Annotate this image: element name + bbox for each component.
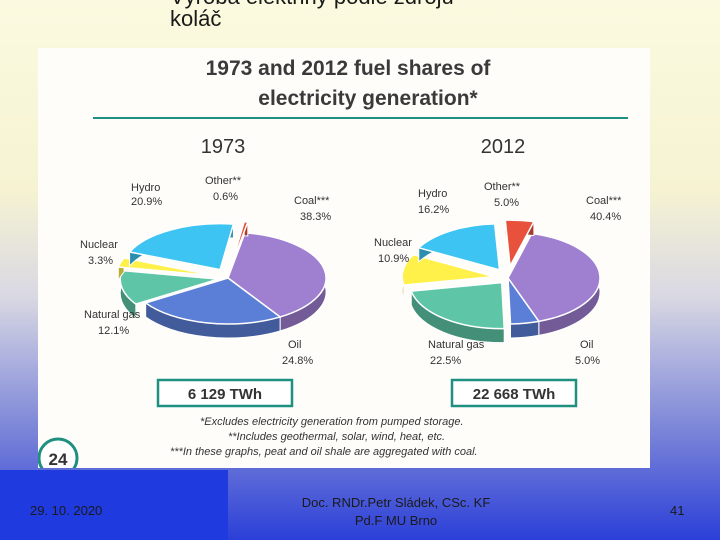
value-other-1973: 0.6% <box>213 191 238 203</box>
footer-panel <box>0 470 228 540</box>
pie-slice-naturalgas-2012 <box>410 281 506 330</box>
label-other-1973: Other** <box>205 175 242 187</box>
label-gas-2012: Natural gas <box>428 339 485 351</box>
pie-slice-hydro-1973 <box>128 222 235 271</box>
pie-slice-oil-1973 <box>143 277 282 325</box>
label-gas-1973: Natural gas <box>84 309 141 321</box>
pie-1973 <box>117 220 327 339</box>
value-oil-2012: 5.0% <box>575 355 600 367</box>
pie-slice-oil-2012 <box>507 275 541 325</box>
value-oil-1973: 24.8% <box>282 355 313 367</box>
footnote-3: ***In these graphs, peat and oil shale a… <box>170 446 478 458</box>
footnote-2: **Includes geothermal, solar, wind, heat… <box>228 431 445 443</box>
pie-slice-other-2012 <box>504 219 536 269</box>
footnote-1: *Excludes electricity generation from pu… <box>200 416 464 428</box>
total-2012: 22 668 TWh <box>473 386 556 403</box>
pie-chart-svg: 1973 and 2012 fuel shares of electricity… <box>37 57 628 479</box>
pie-year-label-2012: 2012 <box>481 136 526 158</box>
pie-slice-coal-2012 <box>507 232 601 323</box>
pie-slice-other-1973 <box>230 220 249 268</box>
label-hydro-2012: Hydro <box>418 188 447 200</box>
footer-author: Doc. RNDr.Petr Sládek, CSc. KF Pd.F MU B… <box>301 495 491 528</box>
pie-year-label-1973: 1973 <box>201 136 246 158</box>
pie-slice-nuclear-1973 <box>117 257 215 277</box>
chart-title-line2: electricity generation* <box>258 87 478 110</box>
value-nuclear-2012: 10.9% <box>378 253 409 265</box>
chart-title-line1: 1973 and 2012 fuel shares of <box>206 57 492 80</box>
badge-number: 24 <box>49 450 68 468</box>
label-nuclear-1973: Nuclear <box>80 239 118 251</box>
value-hydro-1973: 20.9% <box>131 196 162 208</box>
chart-figure: 1973 and 2012 fuel shares of electricity… <box>37 48 650 479</box>
pie-2012-labels: Hydro 16.2% Other** 5.0% Coal*** 40.4% N… <box>374 181 622 367</box>
value-gas-2012: 22.5% <box>430 355 461 367</box>
label-coal-2012: Coal*** <box>586 195 622 207</box>
pie-slice-nuclear-2012 <box>401 253 495 286</box>
total-1973: 6 129 TWh <box>188 386 262 403</box>
label-other-2012: Other** <box>484 181 521 193</box>
footer-date: 29. 10. 2020 <box>30 503 103 518</box>
total-box-1973 <box>156 378 294 408</box>
value-coal-1973: 38.3% <box>300 211 331 223</box>
label-oil-1973: Oil <box>288 339 301 351</box>
value-nuclear-1973: 3.3% <box>88 255 113 267</box>
label-hydro-1973: Hydro <box>131 182 160 194</box>
label-oil-2012: Oil <box>580 339 593 351</box>
value-coal-2012: 40.4% <box>590 211 621 223</box>
value-gas-1973: 12.1% <box>98 325 129 337</box>
pie-slice-hydro-2012 <box>417 223 501 271</box>
pie-1973-labels: Hydro 20.9% Other** 0.6% Coal*** 38.3% N… <box>80 175 331 367</box>
total-box-2012 <box>450 378 578 408</box>
label-nuclear-2012: Nuclear <box>374 237 412 249</box>
page-number: 41 <box>670 503 685 518</box>
value-hydro-2012: 16.2% <box>418 204 449 216</box>
label-coal-1973: Coal*** <box>294 195 330 207</box>
value-other-2012: 5.0% <box>494 197 519 209</box>
slide-title: Výroba elektřiny podle zdrojů - koláč <box>170 0 467 31</box>
pie-2012 <box>401 219 601 344</box>
